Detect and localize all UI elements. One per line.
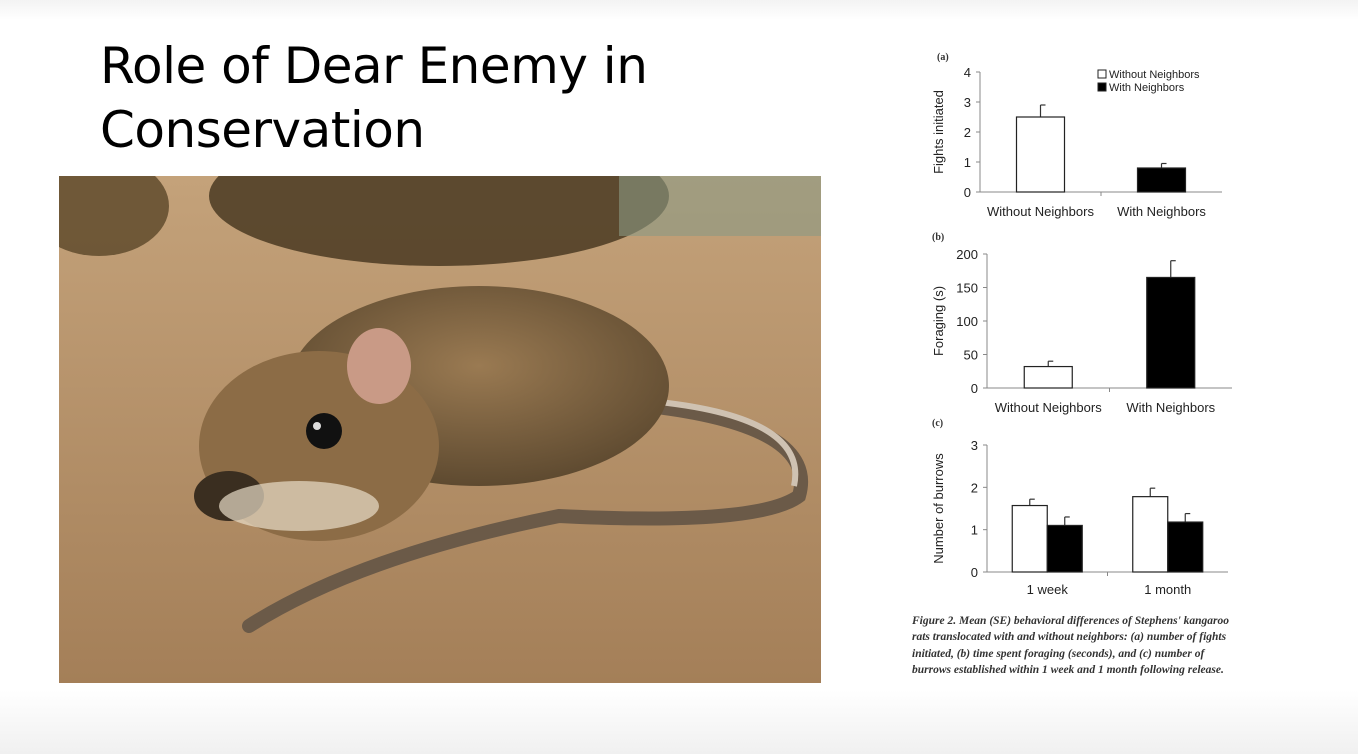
bar bbox=[1011, 504, 1048, 573]
figure-caption: Figure 2. Mean (SE) behavioral differenc… bbox=[912, 615, 1230, 676]
photo-illustration bbox=[59, 176, 821, 683]
y-tick-label: 0 bbox=[964, 185, 971, 200]
legend-entry: With Neighbors bbox=[1109, 82, 1185, 94]
x-tick-label: 1 week bbox=[1027, 582, 1069, 597]
legend-entry: Without Neighbors bbox=[1109, 69, 1200, 81]
x-tick-label: 1 month bbox=[1144, 582, 1191, 597]
legend-swatch bbox=[1097, 82, 1107, 92]
x-tick-label: With Neighbors bbox=[1117, 204, 1206, 219]
bar bbox=[1046, 524, 1083, 573]
x-tick-label: With Neighbors bbox=[1126, 400, 1215, 415]
y-axis-label: Foraging (s) bbox=[931, 286, 946, 356]
panel-label: (b) bbox=[932, 232, 944, 243]
panel-label: (a) bbox=[937, 52, 949, 63]
x-tick-label: Without Neighbors bbox=[995, 400, 1102, 415]
y-tick-label: 100 bbox=[956, 314, 978, 329]
y-tick-label: 2 bbox=[964, 125, 971, 140]
y-tick-label: 3 bbox=[964, 95, 971, 110]
slide-title: Role of Dear Enemy in Conservation bbox=[100, 37, 648, 159]
y-tick-label: 200 bbox=[956, 247, 978, 262]
y-tick-label: 1 bbox=[971, 523, 978, 538]
y-tick-label: 4 bbox=[964, 65, 971, 80]
y-tick-label: 0 bbox=[971, 565, 978, 580]
x-tick-label: Without Neighbors bbox=[987, 204, 1094, 219]
y-tick-label: 3 bbox=[971, 438, 978, 453]
y-tick-label: 150 bbox=[956, 281, 978, 296]
y-tick-label: 2 bbox=[971, 480, 978, 495]
panel-label: (c) bbox=[932, 418, 943, 429]
y-tick-label: 0 bbox=[971, 381, 978, 396]
kangaroo-rat-photo bbox=[59, 176, 821, 683]
bar bbox=[1015, 116, 1066, 193]
bar bbox=[1023, 365, 1073, 389]
bar bbox=[1167, 521, 1204, 573]
bar bbox=[1132, 496, 1169, 573]
y-tick-label: 50 bbox=[964, 348, 978, 363]
y-axis-label: Number of burrows bbox=[931, 453, 946, 564]
bar bbox=[1136, 167, 1187, 193]
bar bbox=[1146, 276, 1196, 389]
y-axis-label: Fights initiated bbox=[931, 90, 946, 174]
legend-swatch bbox=[1097, 69, 1107, 79]
y-tick-label: 1 bbox=[964, 155, 971, 170]
